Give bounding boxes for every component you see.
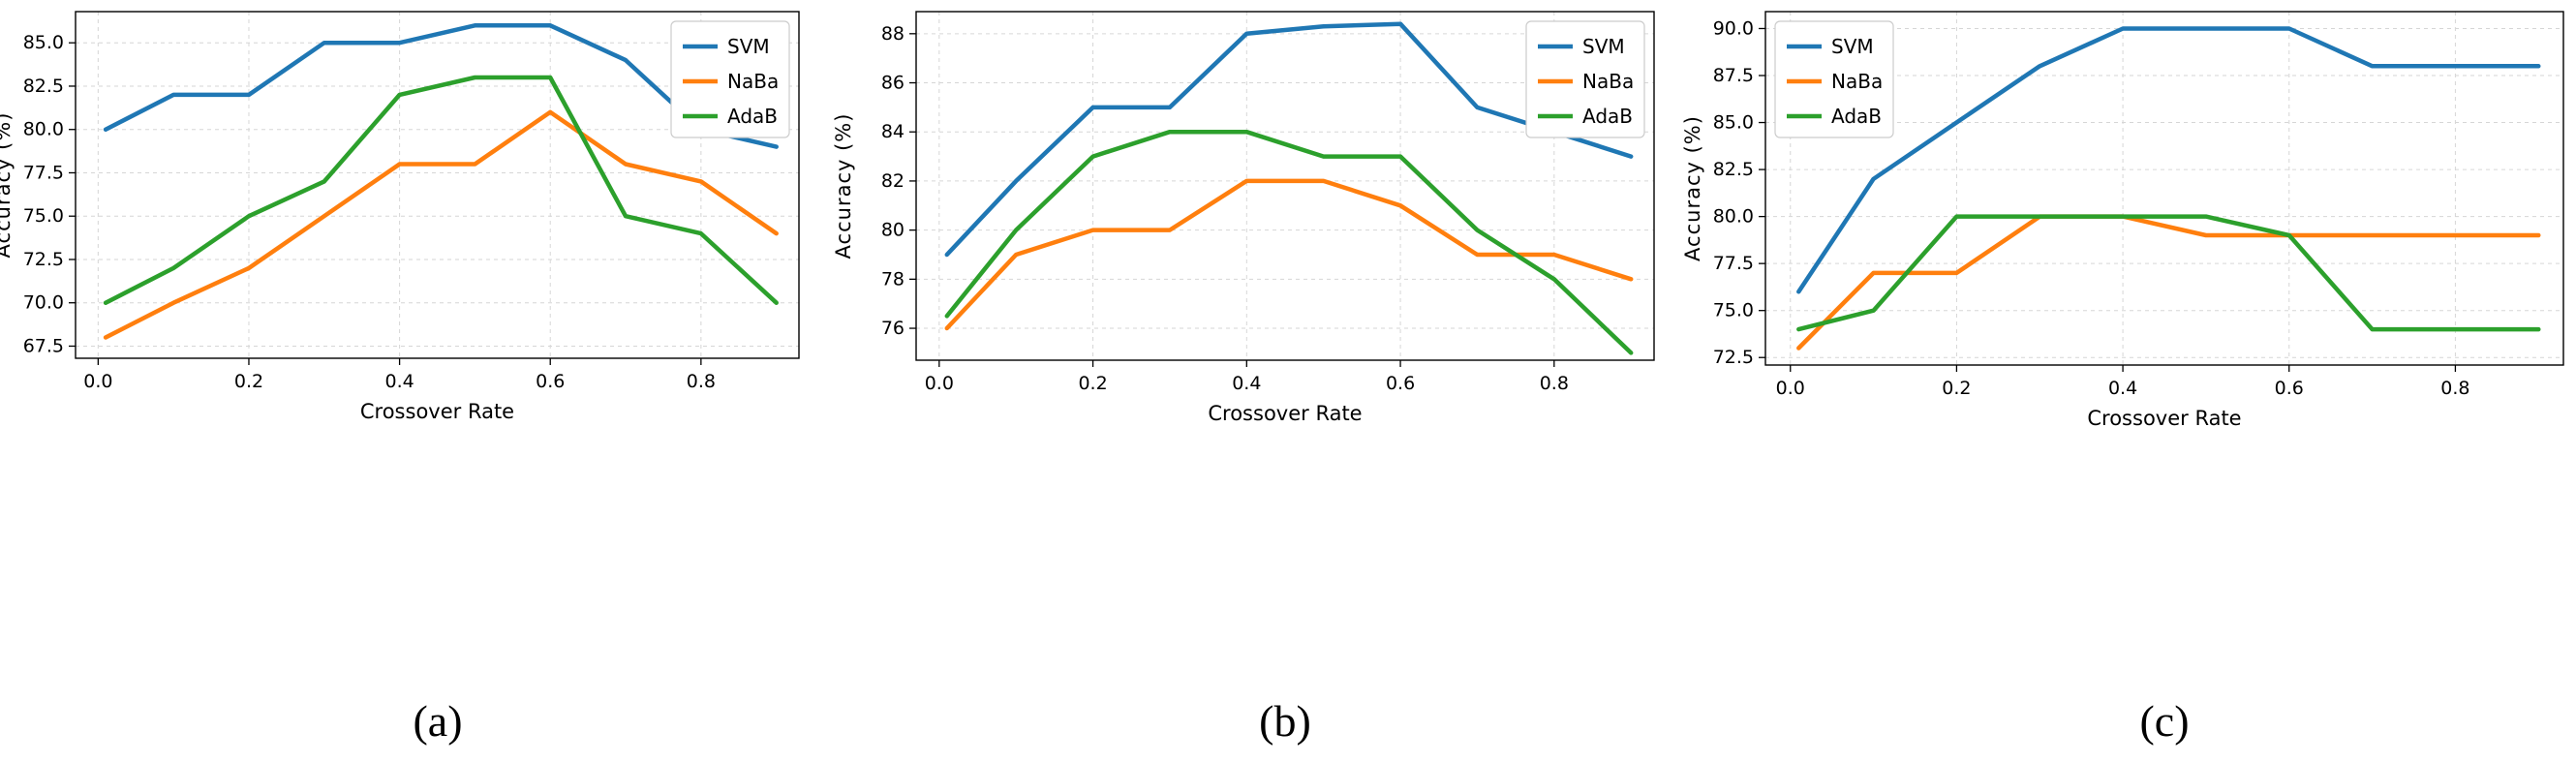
plot-frame bbox=[75, 11, 800, 359]
x-tick-label: 0.4 bbox=[2108, 378, 2137, 399]
series-line-adab bbox=[944, 129, 1634, 355]
chart-b: 0.0 0.2 0.4 0.6 0.8 76 78 80 82 84 86 88 Crossover R… bbox=[832, 11, 1655, 746]
y-tick-label: 86 bbox=[881, 73, 905, 94]
y-tick-label: 67.5 bbox=[23, 335, 64, 356]
caption-b: (b) bbox=[1259, 696, 1311, 746]
series-line-svm bbox=[1796, 26, 2541, 294]
y-tick-label: 85.0 bbox=[1713, 112, 1754, 134]
x-tick-label: 0.2 bbox=[234, 371, 263, 392]
y-tick-label: 76 bbox=[881, 318, 905, 339]
series-line-svm bbox=[944, 21, 1634, 258]
series-line-adab bbox=[1796, 214, 2541, 332]
series-line-naba bbox=[103, 109, 779, 340]
legend: SVM NaBa AdaB bbox=[670, 20, 790, 138]
legend: SVM NaBa AdaB bbox=[1774, 20, 1894, 138]
y-tick-label: 77.5 bbox=[23, 162, 64, 183]
legend: SVM NaBa AdaB bbox=[1525, 20, 1645, 138]
y-tick-label: 80.0 bbox=[1713, 206, 1754, 228]
y-tick-label: 88 bbox=[881, 23, 905, 45]
x-tick-label: 0.6 bbox=[536, 371, 565, 392]
series-line-svm bbox=[103, 23, 779, 149]
x-tick-label: 0.4 bbox=[1232, 373, 1261, 394]
legend-label-adab: AdaB bbox=[1582, 105, 1633, 128]
x-tick-label: 0.2 bbox=[1942, 378, 1971, 399]
x-axis-label: Crossover Rate bbox=[2087, 407, 2241, 430]
legend-label-naba: NaBa bbox=[727, 70, 779, 93]
plot-frame bbox=[915, 11, 1655, 361]
series-line-naba bbox=[944, 178, 1634, 331]
y-axis-label: Accuracy (%) bbox=[0, 112, 15, 259]
y-tick-label: 90.0 bbox=[1713, 17, 1754, 39]
x-tick-label: 0.0 bbox=[1776, 378, 1805, 399]
y-tick-label: 78 bbox=[881, 268, 905, 290]
caption-c: (c) bbox=[2139, 696, 2189, 746]
legend-box bbox=[1774, 20, 1894, 138]
legend-label-svm: SVM bbox=[1831, 35, 1874, 58]
legend-box bbox=[1525, 20, 1645, 138]
legend-label-svm: SVM bbox=[1582, 35, 1625, 58]
chart-a: 0.0 0.2 0.4 0.6 0.8 67.5 70.0 72.5 75.0 77.5 80.0 8… bbox=[0, 11, 800, 746]
y-tick-label: 87.5 bbox=[1713, 65, 1754, 86]
y-tick-label: 82 bbox=[881, 170, 905, 192]
x-axis-label: Crossover Rate bbox=[1208, 402, 1362, 425]
x-tick-label: 0.6 bbox=[1386, 373, 1415, 394]
series-line-adab bbox=[103, 75, 779, 305]
caption-a: (a) bbox=[413, 696, 462, 746]
legend-label-svm: SVM bbox=[727, 35, 770, 58]
x-tick-label: 0.8 bbox=[687, 371, 716, 392]
series-line-naba bbox=[1796, 214, 2541, 351]
y-axis-label: Accuracy (%) bbox=[832, 113, 855, 259]
y-tick-label: 72.5 bbox=[1713, 347, 1754, 368]
x-tick-label: 0.0 bbox=[925, 373, 954, 394]
x-tick-label: 0.4 bbox=[384, 371, 414, 392]
y-tick-label: 80 bbox=[881, 220, 905, 241]
y-tick-label: 80.0 bbox=[23, 119, 64, 140]
plot-frame bbox=[1764, 11, 2564, 366]
legend-label-naba: NaBa bbox=[1582, 70, 1634, 93]
legend-label-naba: NaBa bbox=[1831, 70, 1883, 93]
legend-label-adab: AdaB bbox=[727, 105, 778, 128]
y-axis-label: Accuracy (%) bbox=[1681, 115, 1704, 261]
y-tick-label: 77.5 bbox=[1713, 253, 1754, 274]
y-tick-label: 84 bbox=[881, 121, 905, 142]
y-tick-label: 75.0 bbox=[1713, 300, 1754, 321]
y-tick-label: 72.5 bbox=[23, 249, 64, 270]
chart-c: 0.0 0.2 0.4 0.6 0.8 72.5 75.0 77.5 80.0 82.5 85.0 8… bbox=[1681, 11, 2564, 746]
y-tick-label: 70.0 bbox=[23, 292, 64, 314]
legend-box bbox=[670, 20, 790, 138]
y-tick-label: 82.5 bbox=[1713, 159, 1754, 180]
y-tick-label: 85.0 bbox=[23, 32, 64, 53]
x-tick-label: 0.8 bbox=[1540, 373, 1569, 394]
x-tick-label: 0.0 bbox=[83, 371, 112, 392]
x-tick-label: 0.6 bbox=[2275, 378, 2304, 399]
x-axis-label: Crossover Rate bbox=[360, 400, 514, 423]
y-tick-label: 82.5 bbox=[23, 76, 64, 97]
x-tick-label: 0.8 bbox=[2440, 378, 2469, 399]
y-tick-label: 75.0 bbox=[23, 205, 64, 227]
legend-label-adab: AdaB bbox=[1831, 105, 1882, 128]
x-tick-label: 0.2 bbox=[1078, 373, 1107, 394]
